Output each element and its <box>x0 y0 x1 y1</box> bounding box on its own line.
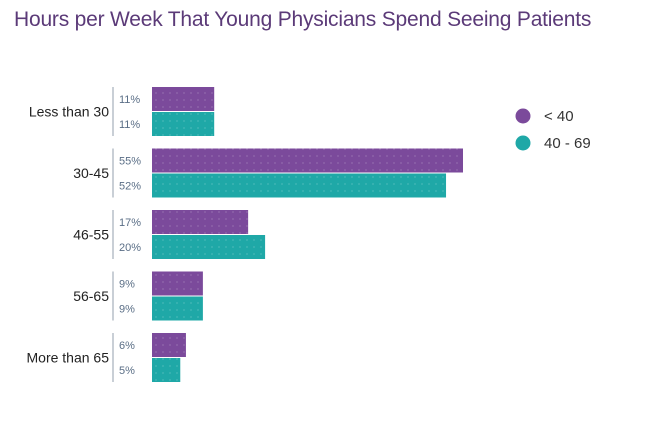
data-label: 9% <box>119 304 135 316</box>
data-label: 55% <box>119 156 141 168</box>
data-label: 52% <box>119 181 141 193</box>
data-label: 9% <box>119 279 135 291</box>
category-label: More than 65 <box>27 350 110 366</box>
legend-label: 40 - 69 <box>544 135 591 152</box>
bar-texture <box>152 210 249 234</box>
chart-title: Hours per Week That Young Physicians Spe… <box>14 8 592 31</box>
bar-texture <box>152 358 181 382</box>
category-label: 56-65 <box>73 288 109 304</box>
data-label: 20% <box>119 242 141 254</box>
data-label: 11% <box>119 94 140 106</box>
data-label: 6% <box>119 340 135 352</box>
legend-swatch <box>515 108 531 124</box>
category-label: Less than 30 <box>29 104 109 120</box>
bar-texture <box>152 87 215 111</box>
category-label: 46-55 <box>73 227 109 243</box>
bar-texture <box>152 271 203 296</box>
legend-swatch <box>515 135 531 151</box>
data-label: 5% <box>119 365 135 377</box>
bar-texture <box>152 296 203 321</box>
data-label: 17% <box>119 217 141 229</box>
bar-texture <box>152 173 447 198</box>
category-label: 30-45 <box>73 165 109 181</box>
bar-texture <box>152 112 215 136</box>
data-label: 11% <box>119 119 140 131</box>
bar-texture <box>152 148 463 173</box>
bar-texture <box>152 235 266 259</box>
legend-label: < 40 <box>544 108 574 125</box>
bar-texture <box>152 333 186 357</box>
